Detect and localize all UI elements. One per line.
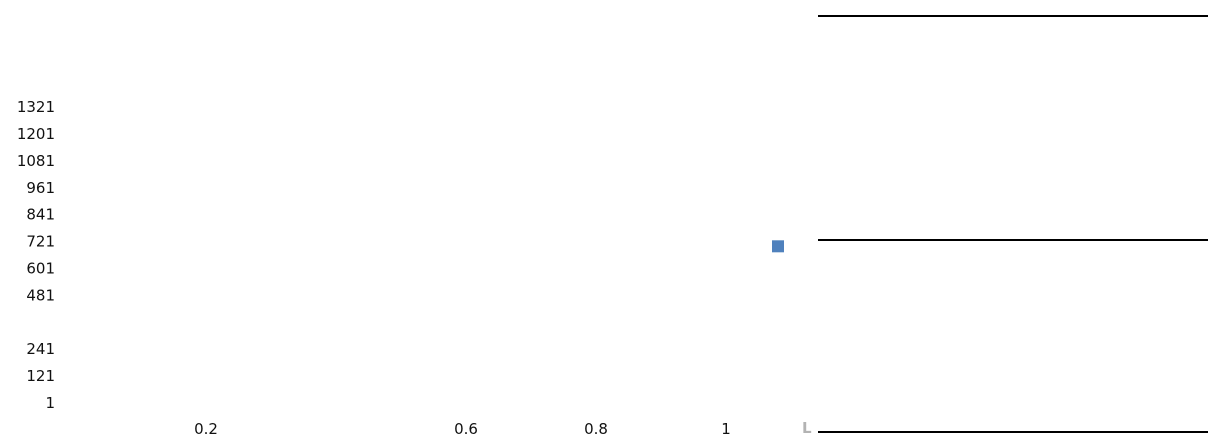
- y-tick-label: 721: [26, 233, 55, 251]
- y-tick-label: 481: [26, 286, 55, 304]
- legend-letter: L: [802, 419, 812, 437]
- x-tick-label: 0.6: [454, 420, 478, 438]
- y-tick-label: 1321: [17, 98, 55, 116]
- y-tick-label: 1201: [17, 125, 55, 143]
- scatter-series: [772, 240, 784, 253]
- x-axis-tick-labels: 0.2 0.6 0.8 1: [194, 420, 731, 438]
- y-tick-label: 1081: [17, 152, 55, 170]
- y-tick-label: 241: [26, 340, 55, 358]
- x-tick-label: 1: [721, 420, 731, 438]
- data-point: [772, 240, 784, 253]
- x-tick-label: 0.8: [584, 420, 608, 438]
- y-tick-label: 841: [26, 206, 55, 224]
- y-tick-label: 601: [26, 260, 55, 278]
- legend: L: [802, 15, 1208, 437]
- y-axis-tick-labels: 1 121 241 481 601 721 841 961 1081 1201 1321: [17, 98, 55, 412]
- y-tick-label: 961: [26, 179, 55, 197]
- x-tick-label: 0.2: [194, 420, 218, 438]
- y-tick-label: 1: [45, 394, 55, 412]
- y-tick-label: 121: [26, 367, 55, 385]
